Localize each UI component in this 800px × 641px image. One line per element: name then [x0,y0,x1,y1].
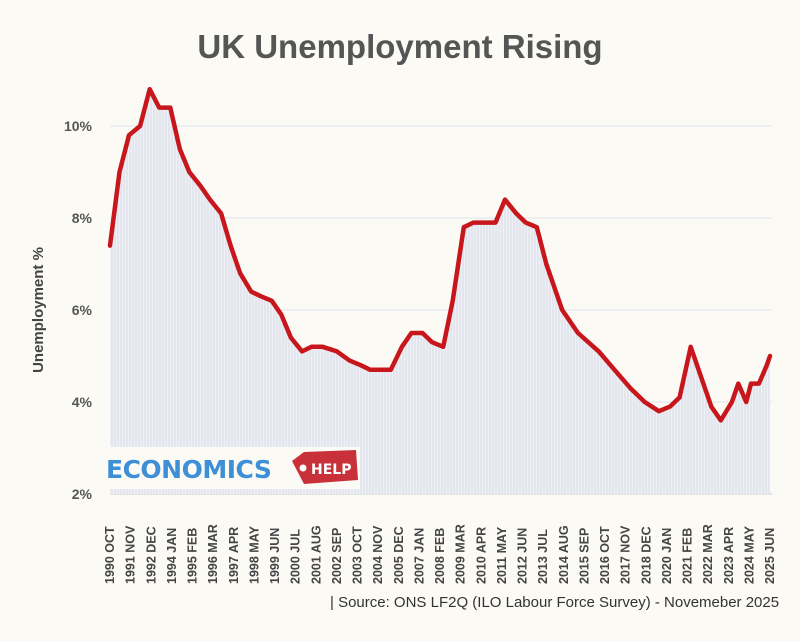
x-tick-label: 2024 MAY [742,525,756,584]
area-fill [110,89,770,494]
svg-text:HELP: HELP [311,462,351,478]
economics-help-logo: ECONOMICS HELP [104,447,360,489]
x-tick-label: 2002 SEP [330,528,344,584]
x-tick-label: 2014 AUG [557,525,571,584]
x-tick-label: 2007 JAN [412,528,426,584]
x-tick-label: 1995 FEB [186,528,200,584]
x-tick-label: 2018 DEC [639,526,653,584]
x-tick-label: 2011 MAY [495,526,509,584]
x-tick-label: 2005 DEC [392,526,406,584]
x-tick-label: 2021 FEB [681,528,695,584]
x-tick-label: 2017 NOV [619,525,633,584]
x-tick-label: 2025 JUN [763,528,777,584]
y-tick-label: 10% [64,118,93,134]
x-tick-label: 2000 JUL [289,529,303,584]
x-tick-label: 1994 JAN [165,528,179,584]
x-tick-label: 2009 MAR [454,524,468,584]
x-tick-label: 2023 APR [722,527,736,584]
svg-text:ECONOMICS: ECONOMICS [106,455,271,484]
y-tick-label: 4% [72,394,93,410]
y-tick-label: 6% [72,302,93,318]
x-tick-label: 1990 OCT [103,526,117,584]
x-tick-label: 2013 JUL [536,529,550,584]
x-tick-label: 2010 APR [474,527,488,584]
x-tick-label: 2001 AUG [309,525,323,584]
x-tick-label: 1991 NOV [124,525,138,584]
chart-title: UK Unemployment Rising [197,28,603,65]
x-tick-label: 1996 MAR [206,524,220,584]
x-tick-label: 1992 DEC [144,526,158,584]
y-tick-label: 8% [72,210,93,226]
source-note: | Source: ONS LF2Q (ILO Labour Force Sur… [330,594,780,611]
x-tick-label: 1999 JUN [268,528,282,584]
x-tick-label: 2016 OCT [598,526,612,584]
x-tick-label: 2012 JUN [516,528,530,584]
x-tick-label: 2008 FEB [433,528,447,584]
x-tick-label: 2022 MAR [701,524,715,584]
x-tick-label: 2004 NOV [371,525,385,584]
y-tick-label: 2% [72,486,93,502]
series-line [107,86,773,423]
x-tick-label: 2020 JAN [660,528,674,584]
x-tick-label: 2015 SEP [577,528,591,584]
x-tick-label: 1997 APR [227,527,241,584]
x-tick-label: 1998 MAY [247,525,261,584]
x-tick-label: 2003 OCT [351,526,365,584]
